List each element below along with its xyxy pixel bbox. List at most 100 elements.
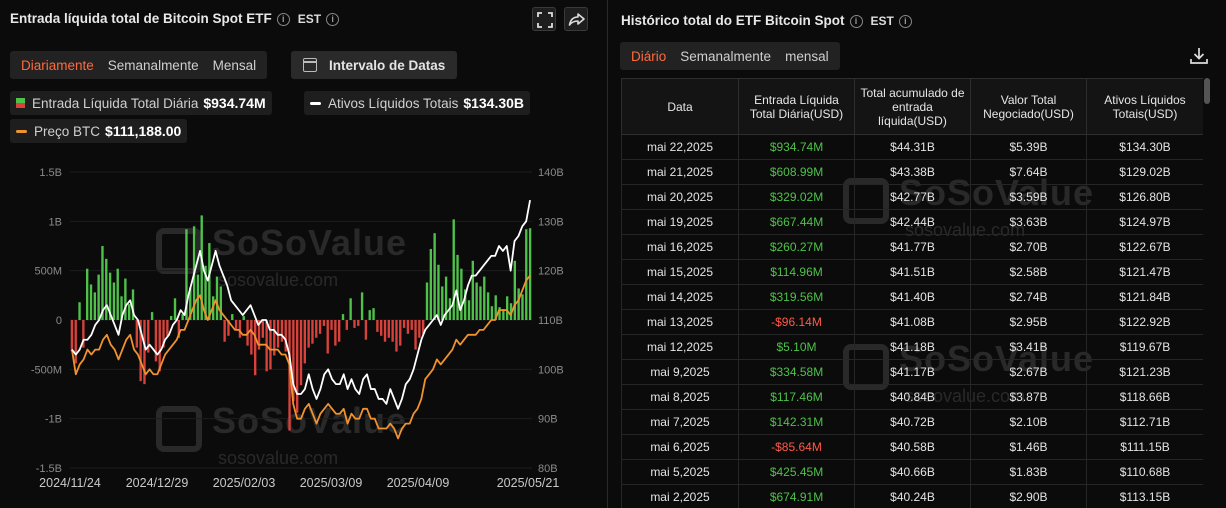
inflow-bar[interactable] (158, 320, 161, 372)
table-row[interactable]: mai 19,2025 $667.44M $42.44B $3.63B $124.97B (621, 209, 1203, 235)
inflow-bar[interactable] (135, 320, 138, 348)
inflow-bar[interactable] (131, 289, 135, 320)
column-header[interactable]: Total acumulado de entrada líquida(USD) (854, 78, 971, 135)
table-row[interactable]: mai 12,2025 $5.10M $41.18B $3.41B $119.67B (621, 334, 1203, 360)
inflow-bar[interactable] (395, 320, 398, 352)
inflow-bar[interactable] (89, 284, 93, 320)
inflow-bar[interactable] (296, 320, 299, 413)
inflow-bar[interactable] (506, 296, 509, 320)
net-assets-line[interactable] (71, 199, 531, 410)
inflow-bar[interactable] (303, 320, 306, 364)
inflow-bar[interactable] (150, 312, 154, 320)
table-row[interactable]: mai 13,2025 -$96.14M $41.08B $2.95B $122.92B (621, 309, 1203, 335)
tab-monthly[interactable]: Mensal (212, 57, 257, 73)
inflow-chart[interactable]: 1.5B 1B 500M 0 -500M -1B -1.5B 140B 130B 120B 110B… (0, 0, 604, 508)
table-row[interactable]: mai 6,2025 -$85.64M $40.58B $1.46B $111.15B (621, 434, 1203, 460)
table-row[interactable]: mai 8,2025 $117.46M $40.84B $3.87B $118.66B (621, 384, 1203, 410)
inflow-bar[interactable] (380, 320, 383, 336)
inflow-bar[interactable] (444, 276, 448, 320)
tab-weekly[interactable]: Semanalmente (680, 48, 772, 64)
legend-net-assets[interactable]: Ativos Líquidos Totais $134.30B (304, 91, 531, 115)
inflow-bar[interactable] (483, 276, 486, 320)
inflow-bar[interactable] (429, 248, 432, 320)
inflow-bar[interactable] (173, 298, 177, 320)
inflow-bar[interactable] (521, 294, 524, 320)
inflow-bar[interactable] (74, 320, 77, 364)
inflow-bar[interactable] (494, 295, 497, 320)
inflow-bar[interactable] (242, 316, 245, 320)
inflow-bar[interactable] (334, 320, 337, 346)
inflow-bar[interactable] (70, 320, 74, 352)
inflow-bar[interactable] (391, 320, 394, 342)
inflow-bar[interactable] (315, 320, 318, 338)
column-header[interactable]: Valor Total Negociado(USD) (970, 78, 1087, 135)
inflow-bar[interactable] (410, 320, 413, 330)
column-header[interactable]: Entrada Líquida Total Diária(USD) (738, 78, 855, 135)
inflow-bar[interactable] (299, 320, 303, 386)
inflow-bar[interactable] (234, 320, 238, 330)
inflow-bar[interactable] (177, 320, 180, 338)
inflow-bar[interactable] (368, 310, 371, 320)
inflow-bar[interactable] (360, 292, 364, 320)
inflow-bar[interactable] (422, 320, 425, 334)
inflow-bar[interactable] (509, 303, 513, 320)
inflow-bar[interactable] (322, 320, 326, 326)
inflow-bar[interactable] (276, 320, 280, 348)
inflow-bar[interactable] (418, 320, 421, 338)
inflow-bar[interactable] (338, 320, 341, 342)
table-row[interactable]: mai 15,2025 $114.96M $41.51B $2.58B $121.47B (621, 259, 1203, 285)
inflow-bar[interactable] (108, 272, 112, 320)
inflow-bar[interactable] (223, 320, 226, 342)
inflow-bar[interactable] (471, 260, 474, 320)
inflow-bar[interactable] (215, 276, 219, 320)
inflow-bar[interactable] (269, 320, 272, 370)
inflow-bar[interactable] (143, 320, 146, 385)
inflow-bar[interactable] (425, 282, 429, 320)
inflow-bar[interactable] (273, 320, 276, 356)
inflow-bar[interactable] (181, 314, 184, 320)
inflow-bar[interactable] (250, 320, 253, 355)
table-row[interactable]: mai 22,2025 $934.74M $44.31B $5.39B $134.30B (621, 134, 1203, 160)
table-row[interactable]: mai 2,2025 $674.91M $40.24B $2.90B $113.15B (621, 484, 1203, 508)
inflow-bar[interactable] (330, 320, 333, 330)
table-row[interactable]: mai 20,2025 $329.02M $42.77B $3.59B $126.80B (621, 184, 1203, 210)
inflow-bar[interactable] (456, 254, 459, 320)
info-icon[interactable]: i (849, 14, 863, 28)
inflow-bar[interactable] (475, 282, 478, 320)
date-range-button[interactable]: Intervalo de Datas (291, 51, 458, 79)
inflow-bar[interactable] (349, 298, 352, 320)
inflow-bar[interactable] (525, 229, 528, 320)
inflow-bar[interactable] (185, 229, 188, 320)
inflow-bar[interactable] (162, 320, 165, 348)
inflow-bar[interactable] (318, 320, 322, 334)
table-row[interactable]: mai 14,2025 $319.56M $41.40B $2.74B $121.84B (621, 284, 1203, 310)
inflow-bar[interactable] (402, 320, 406, 328)
inflow-bar[interactable] (406, 320, 410, 334)
inflow-bar[interactable] (280, 320, 284, 342)
legend-daily-inflow[interactable]: Entrada Líquida Total Diária $934.74M (10, 91, 272, 115)
inflow-bar[interactable] (372, 308, 375, 320)
info-icon[interactable]: i (326, 12, 340, 26)
inflow-bar[interactable] (124, 278, 127, 320)
inflow-bar[interactable] (399, 320, 402, 346)
share-button[interactable] (564, 7, 588, 31)
inflow-bar[interactable] (383, 320, 387, 342)
inflow-bar[interactable] (166, 320, 169, 336)
legend-btc-price[interactable]: Preço BTC $111,188.00 (10, 119, 188, 143)
table-row[interactable]: mai 7,2025 $142.31M $40.72B $2.10B $112.71B (621, 409, 1203, 435)
inflow-bar[interactable] (387, 320, 390, 338)
inflow-bar[interactable] (341, 314, 345, 320)
inflow-bar[interactable] (208, 243, 211, 320)
inflow-bar[interactable] (254, 320, 257, 376)
inflow-bar[interactable] (93, 292, 96, 320)
table-row[interactable]: mai 16,2025 $260.27M $41.77B $2.70B $122.67B (621, 234, 1203, 260)
inflow-bar[interactable] (376, 320, 379, 332)
tab-monthly[interactable]: mensal (785, 48, 829, 64)
inflow-bar[interactable] (238, 320, 242, 338)
inflow-bar[interactable] (120, 296, 123, 320)
inflow-bar[interactable] (261, 320, 264, 338)
inflow-bar[interactable] (204, 265, 207, 320)
inflow-bar[interactable] (364, 320, 368, 340)
inflow-bar[interactable] (460, 268, 463, 320)
column-header[interactable]: Ativos Líquidos Totais(USD) (1086, 78, 1203, 135)
